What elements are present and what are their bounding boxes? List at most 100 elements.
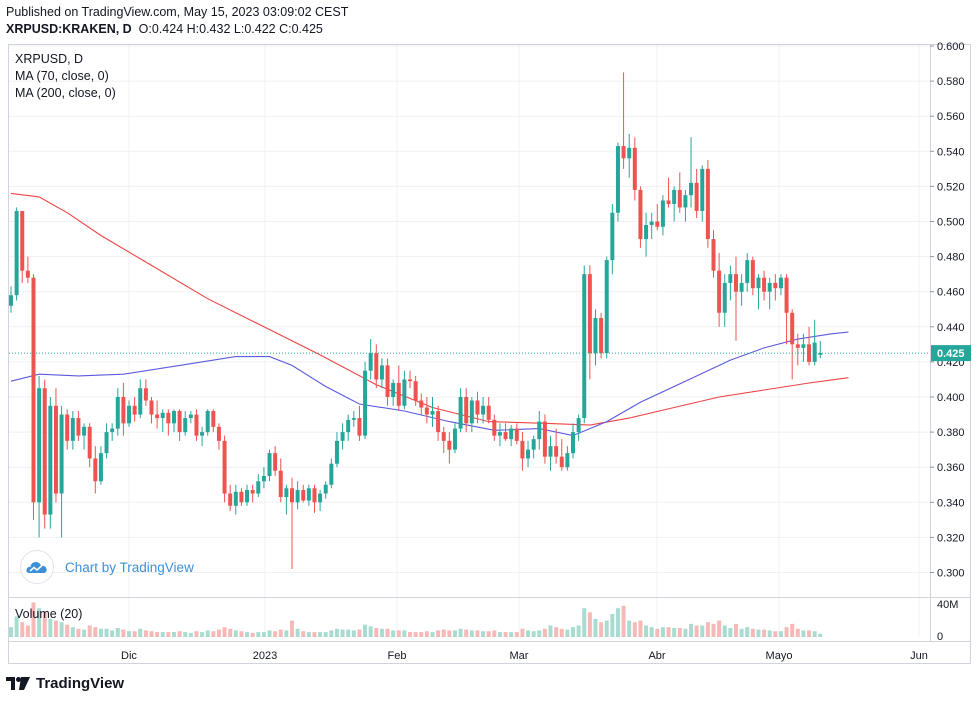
- volume-bar: [346, 629, 351, 637]
- candle-body: [750, 260, 755, 289]
- candle-body: [177, 411, 182, 433]
- volume-bar: [200, 632, 205, 637]
- volume-bar: [171, 632, 176, 637]
- tradingview-brand[interactable]: TradingView: [6, 675, 124, 692]
- volume-bar: [351, 630, 356, 637]
- candle-body: [784, 277, 789, 313]
- volume-bar: [526, 630, 531, 637]
- candle-body: [115, 397, 120, 429]
- candle-body: [104, 432, 109, 454]
- candle-body: [812, 342, 817, 362]
- volume-bar: [222, 627, 227, 637]
- volume-bar: [110, 630, 115, 637]
- price-tick-label: 0.500: [937, 217, 965, 229]
- price-tick-label: 0.380: [937, 427, 965, 439]
- candle-body: [677, 189, 682, 208]
- volume-bar: [211, 631, 216, 637]
- candle-body: [278, 470, 283, 498]
- volume-bar: [801, 630, 806, 637]
- volume-bar: [767, 630, 772, 637]
- volume-bar: [9, 627, 13, 637]
- candle-body: [419, 400, 424, 408]
- high-label: H:: [186, 22, 200, 36]
- volume-bar: [323, 632, 328, 637]
- volume-bar: [205, 630, 210, 637]
- volume-bar: [672, 627, 677, 637]
- volume-bar: [582, 608, 587, 637]
- candle-body: [194, 414, 199, 436]
- volume-bar: [104, 628, 109, 637]
- high-value: 0.432: [199, 22, 231, 36]
- price-tick-label: 0.540: [937, 146, 965, 158]
- volume-legend: Volume (20): [15, 607, 83, 621]
- candle-body: [166, 412, 171, 424]
- open-value: 0.424: [151, 22, 184, 36]
- candle-body: [379, 365, 384, 380]
- candle-body: [767, 282, 772, 292]
- candle-body: [807, 344, 812, 362]
- candle-body: [312, 488, 317, 503]
- volume-bar: [143, 630, 148, 637]
- candle-body: [239, 491, 244, 503]
- candle-body: [290, 488, 294, 503]
- volume-bar: [750, 628, 755, 637]
- volume-bar: [599, 622, 604, 637]
- badge-text: Chart by TradingView: [65, 559, 194, 575]
- candle-body: [340, 432, 345, 441]
- price-tick-label: 0.340: [937, 497, 965, 509]
- candle-body: [127, 405, 132, 424]
- candle-body: [666, 200, 671, 204]
- candle-body: [593, 318, 598, 354]
- volume-bar: [31, 602, 36, 637]
- brand-text: TradingView: [36, 675, 125, 692]
- chart-by-tradingview-badge[interactable]: Chart by TradingView: [20, 550, 194, 584]
- candle-body: [222, 440, 227, 494]
- volume-bar: [121, 629, 126, 637]
- candle-body: [542, 421, 547, 457]
- candle-body: [430, 411, 435, 415]
- candle-body: [655, 221, 660, 227]
- candle-body: [295, 490, 300, 503]
- candle-body: [452, 428, 457, 450]
- candle-body: [464, 397, 469, 424]
- candle-body: [267, 453, 272, 476]
- volume-bar: [379, 628, 384, 637]
- volume-bar: [733, 623, 738, 637]
- time-tick-label: Mayo: [766, 650, 793, 662]
- volume-bar: [587, 612, 592, 637]
- volume-bar: [739, 628, 744, 637]
- candle-body: [70, 418, 75, 441]
- volume-bar: [565, 629, 570, 637]
- volume-bar: [59, 622, 64, 637]
- candle-body: [306, 488, 311, 501]
- tradingview-cloud-icon: [20, 550, 54, 584]
- volume-bar: [413, 632, 418, 637]
- candle-body: [396, 382, 401, 406]
- legend-ma70: MA (70, close, 0): [15, 69, 109, 83]
- volume-bar: [278, 629, 283, 637]
- volume-bar: [615, 608, 620, 637]
- volume-bar: [408, 632, 413, 637]
- candle-body: [256, 481, 261, 494]
- candle-body: [739, 282, 744, 292]
- candle-body: [733, 274, 738, 292]
- volume-bar: [87, 625, 92, 637]
- volume-bar: [576, 625, 581, 637]
- volume-bar: [239, 631, 244, 637]
- volume-bar: [700, 625, 705, 637]
- candle-body: [233, 491, 238, 506]
- tradingview-logo-icon: [6, 677, 30, 690]
- volume-bar: [464, 629, 469, 637]
- price-tick-label: 0.600: [937, 41, 965, 53]
- time-tick-label: Jun: [910, 650, 928, 662]
- ma70-line: [10, 331, 849, 437]
- volume-bar: [705, 622, 710, 637]
- volume-bar: [216, 629, 221, 637]
- volume-bar: [818, 633, 823, 637]
- time-tick-label: 2023: [253, 650, 277, 662]
- candle-body: [565, 453, 570, 468]
- volume-bar: [621, 605, 626, 637]
- candle-body: [391, 382, 396, 397]
- volume-bar: [402, 630, 407, 637]
